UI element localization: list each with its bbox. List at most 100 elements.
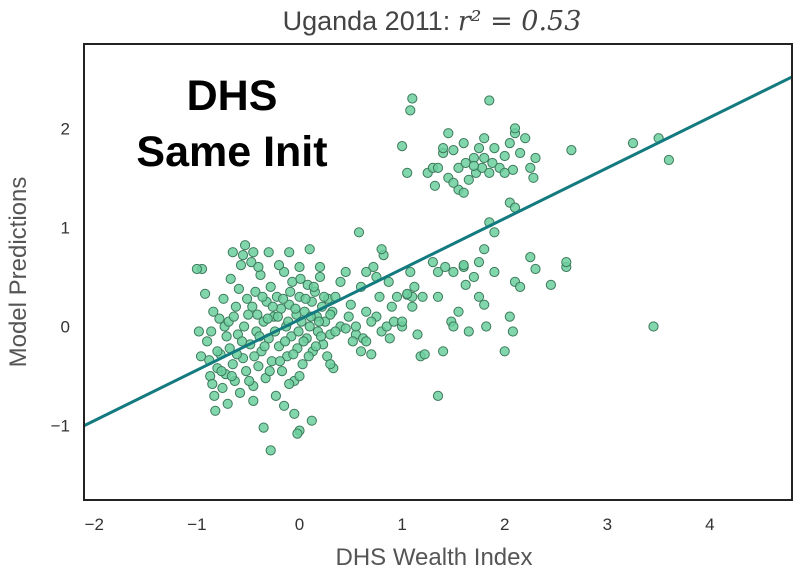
data-point <box>212 346 223 357</box>
scatter-points <box>191 93 675 456</box>
data-point <box>448 145 459 156</box>
data-point <box>504 138 515 149</box>
data-point <box>285 286 296 297</box>
data-point <box>347 336 358 347</box>
data-point <box>207 378 218 390</box>
data-point <box>383 276 394 287</box>
data-point <box>345 299 356 310</box>
data-point <box>448 321 459 332</box>
data-point <box>209 390 220 401</box>
data-point <box>227 359 238 370</box>
data-point <box>525 252 536 263</box>
data-point <box>265 281 276 292</box>
data-point <box>561 257 572 268</box>
data-point <box>202 336 213 347</box>
data-point <box>330 326 341 337</box>
data-point <box>244 375 255 387</box>
data-point <box>530 152 541 164</box>
data-point <box>237 250 249 261</box>
data-point <box>222 398 233 409</box>
data-point <box>210 405 221 416</box>
data-point <box>240 240 251 251</box>
data-point <box>191 263 202 275</box>
data-point <box>489 143 500 154</box>
data-point <box>407 93 418 104</box>
data-point <box>298 336 309 347</box>
data-point <box>530 263 541 275</box>
data-point <box>200 288 211 299</box>
data-point <box>248 395 259 406</box>
data-point <box>217 382 228 394</box>
data-point <box>627 138 639 149</box>
data-point <box>391 291 403 302</box>
data-point <box>294 261 305 273</box>
data-point <box>432 390 444 401</box>
data-point <box>267 301 278 312</box>
y-tick-label: 2 <box>61 119 70 138</box>
data-point <box>350 321 361 332</box>
data-point <box>419 349 430 360</box>
data-point <box>221 331 232 342</box>
data-point <box>218 293 229 304</box>
data-point <box>193 326 204 337</box>
data-point <box>258 422 269 433</box>
data-point <box>279 266 290 278</box>
data-point <box>265 445 276 456</box>
data-point <box>306 415 317 426</box>
data-point <box>520 133 531 144</box>
x-tick-label: 4 <box>705 515 714 534</box>
data-point <box>479 152 490 164</box>
y-axis-label: Model Predictions <box>5 177 32 368</box>
data-point <box>381 321 392 332</box>
data-point <box>376 244 387 255</box>
data-point <box>279 400 290 411</box>
data-point <box>257 291 268 302</box>
svg-text:Uganda 2011: r² = 0.53: Uganda 2011: r² = 0.53 <box>283 6 582 37</box>
data-point <box>300 293 311 304</box>
data-point <box>310 341 321 352</box>
data-point <box>241 366 252 377</box>
data-point <box>272 311 283 322</box>
x-tick-label: 1 <box>397 515 406 534</box>
data-point <box>663 154 675 166</box>
data-point <box>453 162 464 173</box>
data-point <box>366 316 377 327</box>
data-point <box>228 311 239 322</box>
data-point <box>402 288 413 299</box>
data-point <box>409 281 420 292</box>
data-point <box>443 128 454 139</box>
data-point <box>453 306 464 317</box>
data-point <box>314 271 326 283</box>
data-point <box>284 378 295 390</box>
data-point <box>405 266 416 278</box>
chart-title: Uganda 2011: r² = 0.53 <box>283 6 582 37</box>
data-point <box>273 260 285 271</box>
data-point <box>250 286 261 297</box>
data-point <box>313 316 325 327</box>
data-point <box>353 227 365 238</box>
x-axis-label: DHS Wealth Index <box>336 544 533 571</box>
data-point <box>361 266 372 278</box>
data-point <box>361 336 372 347</box>
data-point <box>253 361 264 372</box>
data-point <box>206 326 217 337</box>
data-point <box>499 150 510 162</box>
overlay-annotation: DHS Same Init <box>136 72 327 176</box>
data-point <box>479 133 490 144</box>
data-point <box>489 227 500 238</box>
data-point <box>343 311 354 322</box>
data-point <box>484 95 495 106</box>
data-point <box>290 303 301 314</box>
data-point <box>226 371 237 382</box>
data-point <box>230 301 241 312</box>
data-point <box>280 336 291 347</box>
data-point <box>458 138 469 149</box>
data-point <box>225 273 236 284</box>
data-point <box>432 162 444 173</box>
data-point <box>402 167 413 178</box>
data-point <box>227 247 238 258</box>
data-point <box>448 266 459 278</box>
data-point <box>263 247 274 258</box>
data-point <box>276 366 288 377</box>
